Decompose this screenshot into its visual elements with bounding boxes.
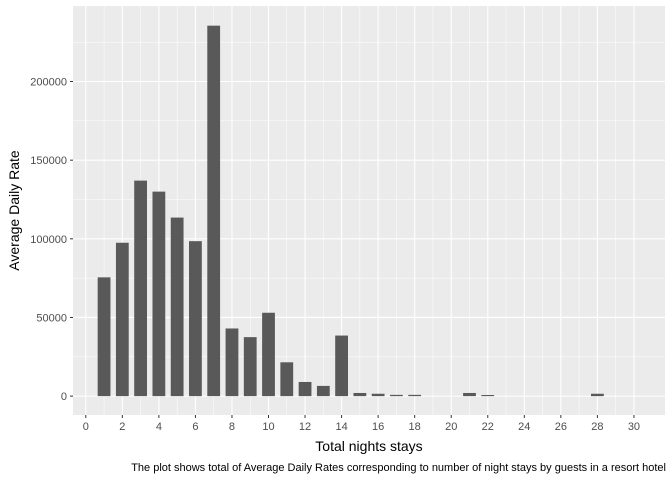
x-tick-label: 30 xyxy=(628,421,640,433)
bar xyxy=(170,217,184,397)
x-tick-label: 12 xyxy=(299,421,311,433)
x-tick-label: 18 xyxy=(409,421,421,433)
y-axis: 0 50000 100000 150000 200000 xyxy=(30,77,73,403)
bars xyxy=(97,25,604,397)
x-tick-label: 14 xyxy=(335,421,347,433)
y-tick-label: 50000 xyxy=(36,312,67,324)
bar xyxy=(335,335,348,397)
x-tick-label: 24 xyxy=(518,421,530,433)
bar xyxy=(298,381,312,397)
bar xyxy=(189,241,202,397)
x-tick-label: 8 xyxy=(229,421,235,433)
x-tick-label: 10 xyxy=(262,421,274,433)
y-axis-title: Average Daily Rate xyxy=(6,150,22,271)
x-tick-label: 26 xyxy=(555,421,567,433)
bar xyxy=(408,394,422,397)
y-tick-label: 150000 xyxy=(30,155,67,167)
x-axis: 0 2 4 6 8 10 12 14 16 18 20 22 24 26 28 30 xyxy=(83,415,640,433)
x-tick-label: 4 xyxy=(156,421,162,433)
bar xyxy=(353,392,367,397)
x-tick-label: 0 xyxy=(83,421,89,433)
bar xyxy=(97,277,111,397)
bar xyxy=(591,393,604,397)
x-axis-title: Total nights stays xyxy=(315,438,422,454)
bar xyxy=(371,393,385,397)
minor-gridlines xyxy=(73,6,665,415)
chart-caption: The plot shows total of Average Daily Ra… xyxy=(131,462,666,474)
bar xyxy=(152,191,166,397)
bar xyxy=(390,394,403,397)
bar xyxy=(316,385,330,397)
x-tick-label: 28 xyxy=(591,421,603,433)
x-tick-label: 2 xyxy=(119,421,125,433)
x-tick-label: 6 xyxy=(192,421,198,433)
bar xyxy=(115,242,129,397)
x-tick-label: 20 xyxy=(445,421,457,433)
bar xyxy=(134,180,147,397)
bar xyxy=(280,362,294,397)
bar xyxy=(463,392,476,397)
y-tick-label: 100000 xyxy=(30,234,67,246)
bar xyxy=(481,395,495,397)
bar xyxy=(262,312,275,397)
x-tick-label: 22 xyxy=(482,421,494,433)
y-tick-label: 0 xyxy=(61,391,67,403)
bar xyxy=(207,25,221,397)
bar xyxy=(225,328,239,397)
bar xyxy=(243,337,257,397)
y-tick-label: 200000 xyxy=(30,77,67,89)
x-tick-label: 16 xyxy=(372,421,384,433)
